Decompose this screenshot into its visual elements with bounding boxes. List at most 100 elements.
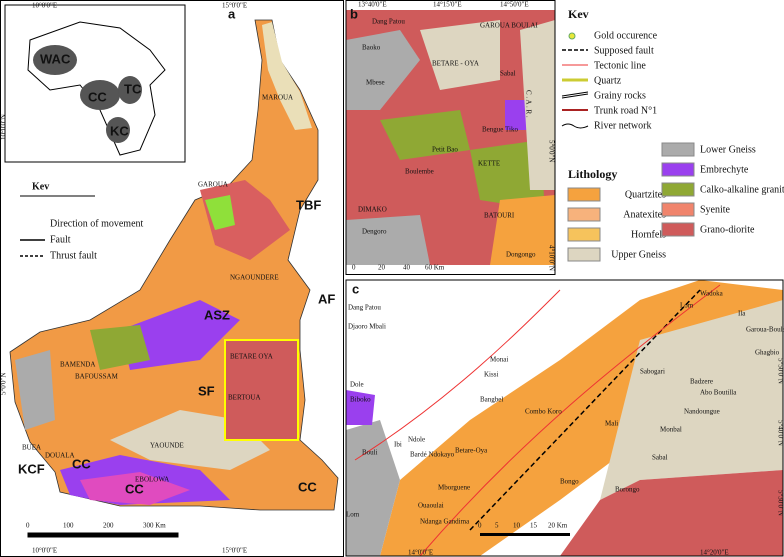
coord-label: 10°0'0"E — [32, 547, 57, 555]
lithology-label: Hornfels — [631, 229, 666, 240]
place-label: Ila — [738, 310, 746, 318]
place-label: BERTOUA — [228, 394, 261, 402]
place-label: Biboko — [350, 396, 371, 404]
scale-label: 40 — [403, 264, 411, 272]
tectonic-line — [354, 289, 561, 461]
key-symbols — [561, 32, 589, 129]
place-label: Wadoka — [700, 290, 724, 298]
place-label: BETARE OYA — [230, 353, 273, 361]
structure-label: TBF — [296, 197, 321, 212]
place-label: Nandoungue — [684, 408, 720, 416]
lithology-label: Grano-diorite — [700, 224, 755, 235]
panel-label: b — [350, 6, 358, 21]
patch — [90, 325, 150, 370]
place-label: Boulembe — [405, 168, 434, 176]
place-label: Mbese — [366, 79, 385, 87]
scale-label: 0 — [26, 522, 30, 530]
scale-label: 0 — [352, 264, 356, 272]
craton-label: CC — [88, 89, 107, 104]
coord-label: 14°0'0"E — [408, 549, 433, 557]
place-label: Dongongo — [506, 251, 536, 259]
lithology-swatch — [567, 187, 601, 202]
patch — [380, 110, 470, 160]
key-item: Fault — [50, 234, 71, 245]
key-item: Grainy rocks — [594, 90, 646, 101]
place-label: Baoko — [362, 44, 381, 52]
place-label: Dang Patou — [348, 304, 381, 312]
place-label: DIMAKO — [358, 206, 387, 214]
lithology-label: Embrechyte — [700, 164, 749, 175]
place-label: GAROUA BOULAI — [480, 22, 538, 30]
scale-bar — [27, 532, 179, 538]
patch — [346, 215, 430, 265]
panel-a — [0, 0, 344, 557]
place-label: Combo Koro — [525, 408, 562, 416]
frame-c — [345, 279, 784, 557]
patch — [490, 195, 555, 265]
place-label: BAFOUSSAM — [75, 373, 119, 381]
lithology-swatch — [567, 207, 601, 222]
panel-c — [345, 279, 784, 557]
place-label: C . A . R . — [524, 90, 532, 118]
place-label: MAROUA — [262, 94, 293, 102]
structure-label: KCF — [18, 461, 45, 476]
lithology-label: Syenite — [700, 204, 731, 215]
place-label: Badzere — [690, 378, 713, 386]
panel-b — [345, 0, 556, 275]
coord-label: 10°0'0"E — [32, 2, 57, 10]
key-item: River network — [594, 120, 652, 131]
place-label: Monai — [490, 356, 508, 364]
lithology-label: Calko-alkaline granite — [700, 184, 784, 195]
lithology-swatch — [567, 227, 601, 242]
craton — [118, 76, 142, 104]
frame-b — [345, 0, 556, 275]
place-label: Monbal — [660, 426, 682, 434]
coord-label: 14°50'0"E — [500, 1, 529, 9]
place-label: Lom — [680, 302, 694, 310]
coord-label: 15°0'0"E — [222, 2, 247, 10]
patch — [520, 20, 555, 190]
place-label: GAROUA — [198, 181, 228, 189]
craton-label: WAC — [40, 51, 71, 66]
coord-label: 5°40'0"N — [776, 420, 784, 446]
patch — [470, 140, 545, 210]
coord-label: 14°20'0"E — [700, 549, 729, 557]
scale-label: 20 — [378, 264, 386, 272]
lithology-label: Upper Gneiss — [611, 249, 666, 260]
place-label: BAMENDA — [60, 361, 95, 369]
coord-label: 13°40'0"E — [358, 1, 387, 9]
key-item: Direction of movement — [50, 218, 144, 229]
place-label: Betare-Oya — [455, 447, 488, 455]
coord-label: 15°0'0"E — [222, 547, 247, 555]
key-item: Tectonic line — [594, 60, 646, 71]
place-label: Dang Patou — [372, 18, 405, 26]
scale-label: 0 — [478, 522, 482, 530]
patch — [120, 300, 240, 370]
coord-label: 4°10'0"N — [547, 245, 555, 271]
lithology-title: Lithology — [568, 167, 617, 181]
patch — [346, 390, 375, 425]
patch — [600, 300, 783, 500]
lithology-swatch — [661, 222, 695, 237]
place-label: Petit Bao — [432, 146, 458, 154]
place-label: Dole — [350, 381, 364, 389]
lithology-label: Lower Gneiss — [700, 144, 756, 155]
key-item: Gold occurence — [594, 30, 658, 41]
place-label: Dengoro — [362, 228, 387, 236]
patch — [225, 340, 298, 440]
scale-label: 100 — [63, 522, 74, 530]
place-label: Ghagbio — [755, 349, 780, 357]
place-label: Bardé Ndokayo — [410, 451, 455, 459]
coord-label: 5°0'0"N — [547, 140, 555, 162]
patch — [205, 195, 235, 230]
structure-label: AF — [318, 291, 335, 306]
tectonic-line — [419, 284, 721, 557]
lithology-label: Quartzites — [625, 189, 666, 200]
place-label: KETTE — [478, 160, 500, 168]
structure-label: CC — [298, 479, 317, 494]
scale-label: 10 — [513, 522, 521, 530]
scale-label: 15 — [530, 522, 538, 530]
place-label: BATOURI — [484, 212, 515, 220]
place-label: Bouli — [362, 449, 378, 457]
patch — [346, 420, 400, 556]
